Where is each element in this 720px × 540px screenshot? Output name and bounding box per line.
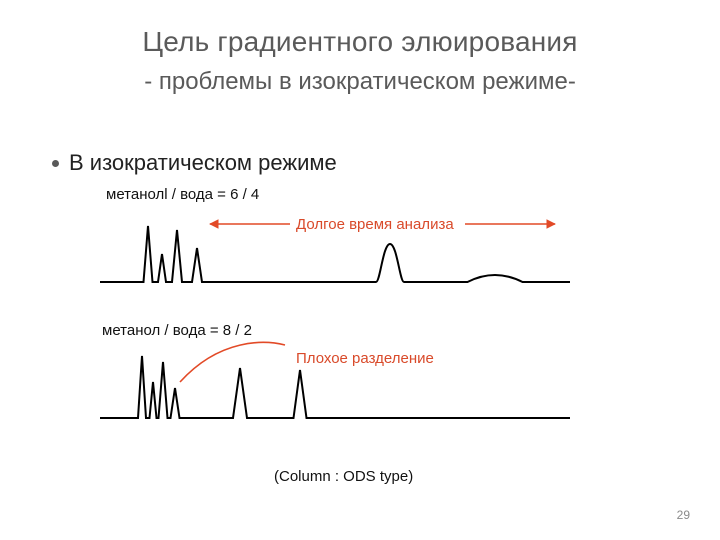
annotation-1: Долгое время анализа bbox=[296, 216, 454, 233]
slide-number: 29 bbox=[677, 508, 690, 522]
annotation-2: Плохое разделение bbox=[296, 350, 434, 367]
condition-2-label: метанол / вода = 8 / 2 bbox=[102, 322, 252, 339]
bullet-text: В изократическом режиме bbox=[69, 150, 337, 176]
column-note: (Column : ODS type) bbox=[274, 468, 413, 485]
slide-subtitle: - проблемы в изократическом режиме- bbox=[0, 68, 720, 96]
bullet-row: В изократическом режиме bbox=[52, 150, 337, 176]
bullet-icon bbox=[52, 160, 59, 167]
condition-1-label: метанолl / вода = 6 / 4 bbox=[106, 186, 259, 203]
slide-title: Цель градиентного элюирования bbox=[0, 26, 720, 58]
